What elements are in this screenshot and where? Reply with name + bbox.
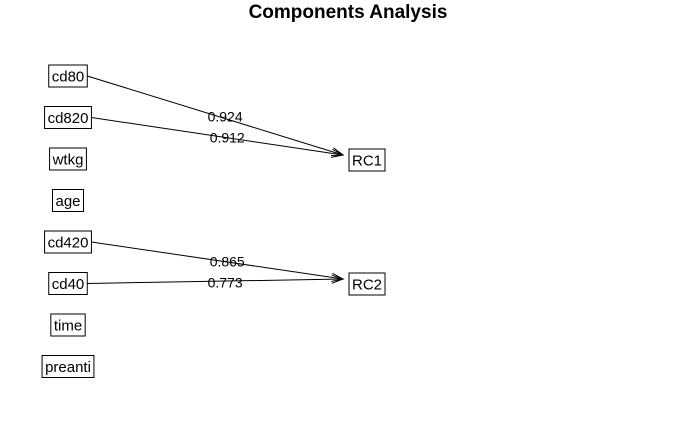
edge-line xyxy=(91,117,344,156)
variable-label: wtkg xyxy=(52,152,84,169)
variable-node-cd80: cd80 xyxy=(48,64,88,88)
variable-box xyxy=(48,272,88,295)
loading-edge-cd40-RC2: 0.773 xyxy=(87,274,345,290)
variable-box xyxy=(50,313,86,337)
variable-label: cd420 xyxy=(48,235,89,252)
variable-label: cd820 xyxy=(48,110,89,127)
variable-node-time: time xyxy=(50,313,86,337)
component-node-rc1: RC1 xyxy=(348,148,386,172)
variable-label: time xyxy=(54,318,82,335)
variable-node-cd420: cd420 xyxy=(44,230,92,254)
variable-label: age xyxy=(55,193,80,210)
component-label: RC1 xyxy=(352,153,382,170)
variable-box xyxy=(44,230,92,254)
variable-node-cd820: cd820 xyxy=(44,106,92,129)
loading-edges: 0.924 0.912 0.865 0.773 xyxy=(87,75,345,290)
component-box xyxy=(348,272,386,296)
loading-edge-cd820-RC1: 0.912 xyxy=(91,117,345,158)
variable-label: preanti xyxy=(45,359,91,376)
arrowhead xyxy=(331,148,345,158)
loading-value-label: 0.924 xyxy=(208,109,243,125)
variable-node-age: age xyxy=(51,189,85,212)
variable-label: cd80 xyxy=(52,69,85,86)
edge-line xyxy=(87,75,344,156)
arrowhead xyxy=(331,274,345,284)
loading-edge-cd420-RC2: 0.865 xyxy=(91,241,345,282)
component-label: RC2 xyxy=(352,277,382,294)
diagram-title: Components Analysis xyxy=(249,2,448,23)
variable-box xyxy=(49,147,87,171)
variable-box xyxy=(44,106,92,129)
variable-node-preanti: preanti xyxy=(41,355,95,378)
variable-node-wtkg: wtkg xyxy=(49,147,87,171)
edge-line xyxy=(87,278,344,284)
edge-line xyxy=(91,241,344,280)
loading-value-label: 0.865 xyxy=(210,254,245,270)
diagram-nodes: cd80 cd820 wtkg age cd420 cd40 time preanti RC1 R… xyxy=(41,64,386,378)
loading-edge-cd80-RC1: 0.924 xyxy=(87,75,345,157)
variable-label: cd40 xyxy=(52,276,85,293)
variable-node-cd40: cd40 xyxy=(48,272,88,295)
variable-box xyxy=(41,355,95,378)
loading-value-label: 0.912 xyxy=(210,129,245,145)
component-box xyxy=(348,148,386,172)
loading-value-label: 0.773 xyxy=(208,274,243,290)
variable-box xyxy=(51,189,85,212)
variable-box xyxy=(48,64,88,88)
component-node-rc2: RC2 xyxy=(348,272,386,296)
